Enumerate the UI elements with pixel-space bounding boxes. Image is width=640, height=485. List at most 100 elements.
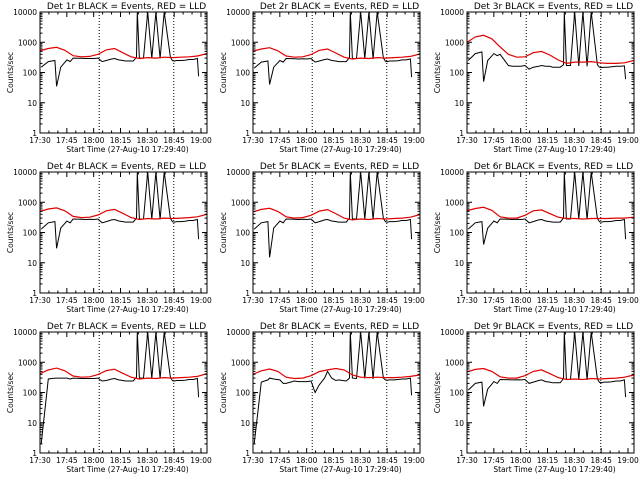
y-tick-label: 10 xyxy=(454,99,464,108)
series-lld xyxy=(40,207,207,221)
x-tick-label: 18:15 xyxy=(323,456,345,465)
series-lld xyxy=(253,47,420,60)
y-tick-label: 10000 xyxy=(226,8,250,17)
y-tick-label: 1000 xyxy=(445,198,464,207)
panel-det-5: 1 10 100 1000 10000 17:30 17:45 18:00 18:15 18:30… xyxy=(219,162,425,314)
x-axis-label: Start Time (27-Aug-10 17:29:40) xyxy=(66,145,188,154)
plot-frame xyxy=(466,331,635,454)
x-tick-label: 18:00 xyxy=(296,296,318,305)
x-tick-label: 18:00 xyxy=(83,456,105,465)
series-events xyxy=(40,172,200,249)
y-tick-label: 1000 xyxy=(231,38,250,47)
y-tick-label: 1000 xyxy=(231,358,250,367)
x-tick-label: 19:00 xyxy=(617,456,639,465)
x-tick-label: 19:00 xyxy=(403,136,425,145)
panel-det-7: 1 10 100 1000 10000 17:30 17:45 18:00 18:15 18:30… xyxy=(6,322,212,474)
y-tick-label: 100 xyxy=(450,69,465,78)
x-tick-label: 18:00 xyxy=(83,136,105,145)
x-tick-label: 18:30 xyxy=(564,296,586,305)
y-tick-label: 1 xyxy=(32,449,37,458)
y-tick-label: 100 xyxy=(23,229,38,238)
x-axis-label: Start Time (27-Aug-10 17:29:40) xyxy=(279,465,401,474)
x-tick-label: 18:15 xyxy=(537,296,559,305)
y-tick-label: 10 xyxy=(240,259,250,268)
y-tick-label: 1000 xyxy=(231,198,250,207)
y-tick-label: 10 xyxy=(27,259,37,268)
y-axis-label: Counts/sec xyxy=(219,52,228,93)
x-tick-label: 18:15 xyxy=(323,136,345,145)
plot-frame xyxy=(39,171,208,294)
x-tick-label: 17:30 xyxy=(242,456,264,465)
series-lld xyxy=(467,367,634,381)
x-tick-label: 17:45 xyxy=(483,296,505,305)
plot-frame xyxy=(466,11,635,134)
x-tick-label: 19:00 xyxy=(403,456,425,465)
x-axis-label: Start Time (27-Aug-10 17:29:40) xyxy=(66,465,188,474)
y-axis-label: Counts/sec xyxy=(6,52,15,93)
x-tick-label: 18:00 xyxy=(510,296,532,305)
series-events xyxy=(253,332,413,444)
y-tick-label: 100 xyxy=(236,69,251,78)
x-tick-label: 17:45 xyxy=(269,456,291,465)
x-axis-label: Start Time (27-Aug-10 17:29:40) xyxy=(493,465,615,474)
x-tick-label: 17:45 xyxy=(269,136,291,145)
panel-det-1: 1 10 100 1000 10000 17:30 17:45 18:00 18:15 18:30… xyxy=(6,2,212,154)
plot-frame xyxy=(252,331,421,454)
x-axis-label: Start Time (27-Aug-10 17:29:40) xyxy=(493,145,615,154)
series-events xyxy=(40,332,200,444)
y-tick-label: 10000 xyxy=(440,168,464,177)
y-axis-label: Counts/sec xyxy=(219,212,228,253)
series-events xyxy=(253,12,413,85)
x-tick-label: 18:15 xyxy=(323,296,345,305)
x-tick-label: 18:30 xyxy=(564,136,586,145)
panel-title: Det 4r BLACK = Events, RED = LLD xyxy=(47,162,206,172)
x-axis-label: Start Time (27-Aug-10 17:29:40) xyxy=(279,305,401,314)
plot-frame xyxy=(39,331,208,454)
y-tick-label: 1 xyxy=(32,129,37,138)
y-tick-label: 10 xyxy=(240,419,250,428)
series-lld xyxy=(40,367,207,380)
x-tick-label: 19:00 xyxy=(617,296,639,305)
plot-frame xyxy=(39,11,208,134)
x-tick-label: 19:00 xyxy=(190,296,212,305)
y-axis-label: Counts/sec xyxy=(6,212,15,253)
x-tick-label: 17:30 xyxy=(29,456,51,465)
y-axis-label: Counts/sec xyxy=(433,212,442,253)
y-tick-label: 10000 xyxy=(440,8,464,17)
series-lld xyxy=(467,206,634,220)
x-tick-label: 17:30 xyxy=(242,136,264,145)
x-tick-label: 17:30 xyxy=(242,296,264,305)
y-tick-label: 10000 xyxy=(440,328,464,337)
y-tick-label: 10000 xyxy=(13,328,37,337)
y-tick-label: 10000 xyxy=(13,8,37,17)
x-axis-label: Start Time (27-Aug-10 17:29:40) xyxy=(279,145,401,154)
y-tick-label: 10000 xyxy=(226,168,250,177)
y-axis-label: Counts/sec xyxy=(433,372,442,413)
panel-title: Det 7r BLACK = Events, RED = LLD xyxy=(47,322,206,332)
panel-title: Det 6r BLACK = Events, RED = LLD xyxy=(474,162,633,172)
y-tick-label: 10 xyxy=(240,99,250,108)
x-tick-label: 19:00 xyxy=(617,136,639,145)
y-tick-label: 1 xyxy=(245,449,250,458)
x-tick-label: 18:30 xyxy=(350,136,372,145)
y-tick-label: 100 xyxy=(236,229,251,238)
x-tick-label: 18:45 xyxy=(590,296,612,305)
x-axis-label: Start Time (27-Aug-10 17:29:40) xyxy=(66,305,188,314)
x-tick-label: 18:00 xyxy=(83,296,105,305)
y-tick-label: 1 xyxy=(459,449,464,458)
x-tick-label: 18:15 xyxy=(110,136,132,145)
y-tick-label: 10000 xyxy=(13,168,37,177)
y-tick-label: 1000 xyxy=(445,358,464,367)
x-tick-label: 18:15 xyxy=(110,296,132,305)
plot-frame xyxy=(252,171,421,294)
panel-det-6: 1 10 100 1000 10000 17:30 17:45 18:00 18:15 18:30… xyxy=(433,162,639,314)
panel-title: Det 3r BLACK = Events, RED = LLD xyxy=(474,2,633,12)
x-tick-label: 17:30 xyxy=(29,296,51,305)
x-tick-label: 18:45 xyxy=(163,136,185,145)
y-tick-label: 1000 xyxy=(445,38,464,47)
y-tick-label: 100 xyxy=(236,389,251,398)
series-events xyxy=(40,12,200,87)
x-tick-label: 19:00 xyxy=(190,456,212,465)
x-tick-label: 18:30 xyxy=(137,296,159,305)
